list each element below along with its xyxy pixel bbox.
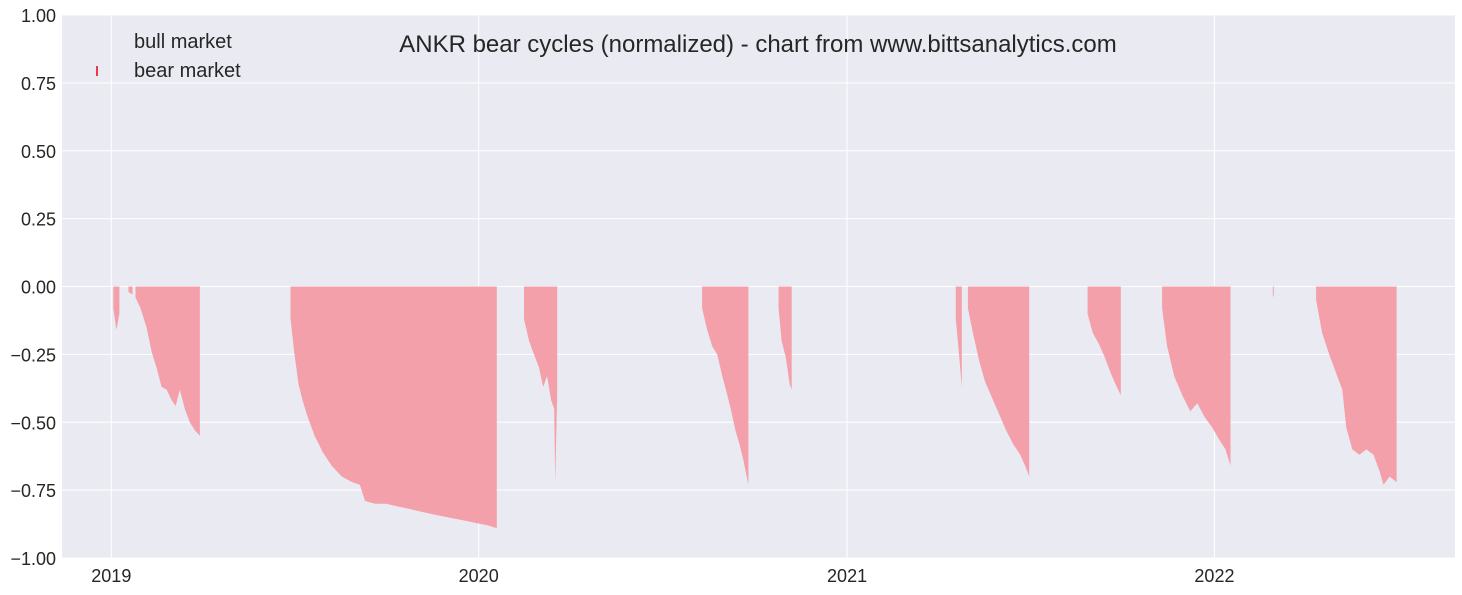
bear-market-area [955, 286, 962, 387]
y-tick-label: 0.00 [21, 278, 56, 298]
bear-market-area [113, 286, 120, 330]
legend-marker-bear-market [96, 66, 98, 76]
x-tick-label: 2020 [459, 566, 499, 586]
legend-label-bear-market: bear market [134, 60, 241, 82]
bear-market-area [1162, 286, 1231, 466]
bear-market-area [967, 286, 1030, 477]
bear-market-areas [113, 286, 1397, 529]
bear-market-area [290, 286, 497, 529]
x-tick-label: 2019 [91, 566, 131, 586]
y-tick-label: −1.00 [10, 549, 56, 569]
y-tick-label: 0.50 [21, 142, 56, 162]
x-axis-ticks: 2019 2020 2021 2022 [91, 566, 1234, 586]
bear-market-area [702, 286, 749, 485]
legend: bull market bear market [96, 31, 241, 82]
x-tick-label: 2021 [827, 566, 867, 586]
y-tick-label: 0.25 [21, 210, 56, 230]
y-tick-label: −0.25 [10, 345, 56, 365]
bear-market-area [135, 286, 200, 436]
bear-market-area [1272, 286, 1274, 298]
bear-market-area [778, 286, 792, 390]
legend-label-bull-market: bull market [134, 31, 232, 53]
y-tick-label: −0.75 [10, 481, 56, 501]
chart-title: ANKR bear cycles (normalized) - chart fr… [399, 31, 1117, 58]
bear-market-area [128, 286, 133, 295]
bear-market-area [1087, 286, 1121, 396]
y-tick-label: 0.75 [21, 74, 56, 94]
y-tick-label: 1.00 [21, 6, 56, 26]
y-tick-label: −0.50 [10, 413, 56, 433]
bear-market-area [1316, 286, 1397, 485]
x-tick-label: 2022 [1194, 566, 1234, 586]
y-axis-ticks: 1.00 0.75 0.50 0.25 0.00 −0.25 −0.50 −0.75 −1.00 [10, 6, 56, 569]
bear-market-area [524, 286, 558, 482]
